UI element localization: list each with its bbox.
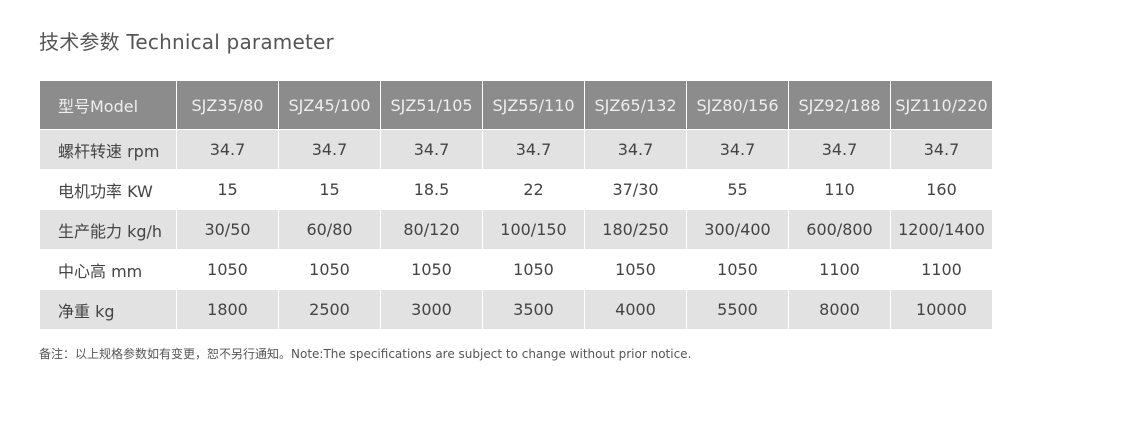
header-model-label: 型号Model <box>39 80 177 130</box>
table-cell: 34.7 <box>176 129 279 170</box>
table-cell: 1100 <box>788 249 891 290</box>
header-model-cell: SJZ80/156 <box>686 80 789 130</box>
table-cell: 15 <box>278 169 381 210</box>
table-cell: 34.7 <box>380 129 483 170</box>
table-row: 净重 kg 1800 2500 3000 3500 4000 5500 8000… <box>39 289 993 330</box>
table-cell: 100/150 <box>482 209 585 250</box>
table-cell: 1050 <box>482 249 585 290</box>
table-cell: 34.7 <box>890 129 993 170</box>
header-model-cell: SJZ65/132 <box>584 80 687 130</box>
table-row: 中心高 mm 1050 1050 1050 1050 1050 1050 110… <box>39 249 993 290</box>
table-cell: 2500 <box>278 289 381 330</box>
table-cell: 34.7 <box>788 129 891 170</box>
row-label: 生产能力 kg/h <box>39 209 177 250</box>
table-row: 螺杆转速 rpm 34.7 34.7 34.7 34.7 34.7 34.7 3… <box>39 129 993 170</box>
header-model-cell: SJZ55/110 <box>482 80 585 130</box>
table-cell: 22 <box>482 169 585 210</box>
table-header-row: 型号Model SJZ35/80 SJZ45/100 SJZ51/105 SJZ… <box>39 80 993 130</box>
table-cell: 1800 <box>176 289 279 330</box>
table-cell: 1050 <box>380 249 483 290</box>
table-cell: 1050 <box>686 249 789 290</box>
row-label: 电机功率 KW <box>39 169 177 210</box>
table-cell: 1050 <box>176 249 279 290</box>
table-cell: 80/120 <box>380 209 483 250</box>
table-cell: 10000 <box>890 289 993 330</box>
table-cell: 300/400 <box>686 209 789 250</box>
table-cell: 30/50 <box>176 209 279 250</box>
row-label: 中心高 mm <box>39 249 177 290</box>
row-label: 螺杆转速 rpm <box>39 129 177 170</box>
header-model-cell: SJZ35/80 <box>176 80 279 130</box>
table-row: 生产能力 kg/h 30/50 60/80 80/120 100/150 180… <box>39 209 993 250</box>
table-cell: 34.7 <box>686 129 789 170</box>
table-cell: 4000 <box>584 289 687 330</box>
table-cell: 34.7 <box>278 129 381 170</box>
table-cell: 60/80 <box>278 209 381 250</box>
table-cell: 180/250 <box>584 209 687 250</box>
table-cell: 110 <box>788 169 891 210</box>
table-cell: 37/30 <box>584 169 687 210</box>
table-cell: 5500 <box>686 289 789 330</box>
page-title: 技术参数 Technical parameter <box>39 30 334 54</box>
header-model-cell: SJZ51/105 <box>380 80 483 130</box>
table-cell: 600/800 <box>788 209 891 250</box>
table-cell: 1050 <box>584 249 687 290</box>
technical-parameter-table: 型号Model SJZ35/80 SJZ45/100 SJZ51/105 SJZ… <box>39 80 993 330</box>
table-cell: 3000 <box>380 289 483 330</box>
table-cell: 15 <box>176 169 279 210</box>
disclaimer-note: 备注：以上规格参数如有变更，恕不另行通知。Note:The specificat… <box>39 347 692 361</box>
table-cell: 34.7 <box>584 129 687 170</box>
table-cell: 8000 <box>788 289 891 330</box>
table-cell: 18.5 <box>380 169 483 210</box>
row-label: 净重 kg <box>39 289 177 330</box>
table-cell: 1050 <box>278 249 381 290</box>
table-cell: 55 <box>686 169 789 210</box>
table-row: 电机功率 KW 15 15 18.5 22 37/30 55 110 160 <box>39 169 993 210</box>
header-model-cell: SJZ110/220 <box>890 80 993 130</box>
table-cell: 1100 <box>890 249 993 290</box>
table-cell: 160 <box>890 169 993 210</box>
table-cell: 1200/1400 <box>890 209 993 250</box>
table-cell: 34.7 <box>482 129 585 170</box>
table-cell: 3500 <box>482 289 585 330</box>
header-model-cell: SJZ45/100 <box>278 80 381 130</box>
header-model-cell: SJZ92/188 <box>788 80 891 130</box>
